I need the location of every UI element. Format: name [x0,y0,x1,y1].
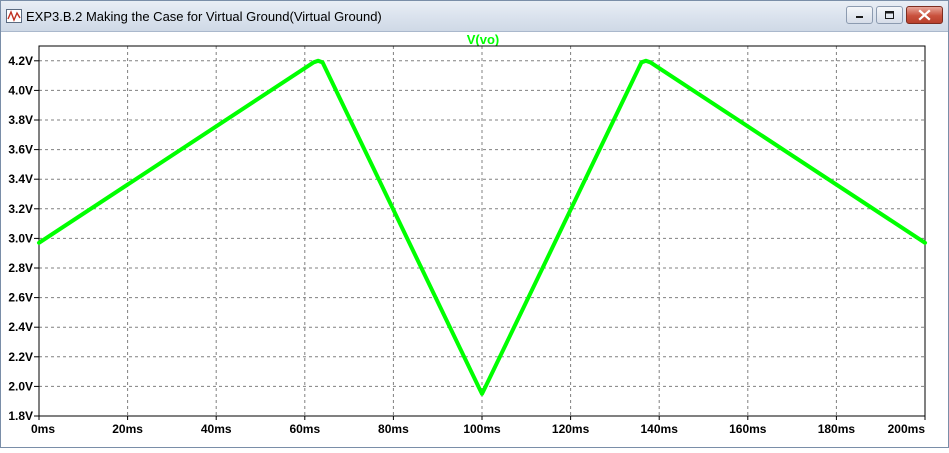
waveform-chart[interactable]: V(vo) 0ms 20ms 40ms 60ms 80ms 100ms 120ms 140ms… [1,31,948,448]
x-tick-label: 120ms [552,422,590,436]
y-tick-label: 3.2V [8,202,33,216]
y-tick-label: 3.0V [8,231,33,245]
y-tick-label: 2.4V [8,320,33,334]
title-bar[interactable]: EXP3.B.2 Making the Case for Virtual Gro… [1,1,948,32]
maximize-button[interactable] [876,6,903,24]
trace-layer[interactable] [37,58,927,396]
close-button[interactable] [906,6,943,24]
x-tick-label: 140ms [641,422,679,436]
x-tick-label: 60ms [289,422,320,436]
y-tick-label: 3.8V [8,113,33,127]
y-tick-label: 2.0V [8,379,33,393]
y-tick-label: 2.2V [8,350,33,364]
minimize-button[interactable] [846,6,873,24]
x-tick-label: 160ms [729,422,767,436]
x-tick-label: 200ms [888,422,926,436]
y-tick-label: 1.8V [8,409,33,423]
maximize-icon [885,11,894,19]
trace-title[interactable]: V(vo) [467,32,500,47]
grid-layer [39,46,925,416]
y-tick-label: 3.6V [8,143,33,157]
x-tick-label: 180ms [818,422,856,436]
x-tick-label: 20ms [112,422,143,436]
waveform-icon [6,9,22,23]
y-tick-label: 2.8V [8,261,33,275]
y-tick-label: 4.2V [8,54,33,68]
x-tick-label: 100ms [463,422,501,436]
y-tick-label: 3.4V [8,172,33,186]
y-tick-label: 2.6V [8,291,33,305]
x-tick-label: 80ms [378,422,409,436]
x-tick-label: 40ms [201,422,232,436]
window-title: EXP3.B.2 Making the Case for Virtual Gro… [26,9,382,24]
x-tick-label: 0ms [31,422,55,436]
y-tick-label: 4.0V [8,83,33,97]
trace-v-vo[interactable] [37,58,927,396]
plot-area[interactable]: V(vo) 0ms 20ms 40ms 60ms 80ms 100ms 120ms 140ms… [1,31,948,448]
ticks-layer: 0ms 20ms 40ms 60ms 80ms 100ms 120ms 140ms 160ms 1… [8,54,926,436]
close-icon [918,9,931,21]
minimize-icon [856,16,863,18]
